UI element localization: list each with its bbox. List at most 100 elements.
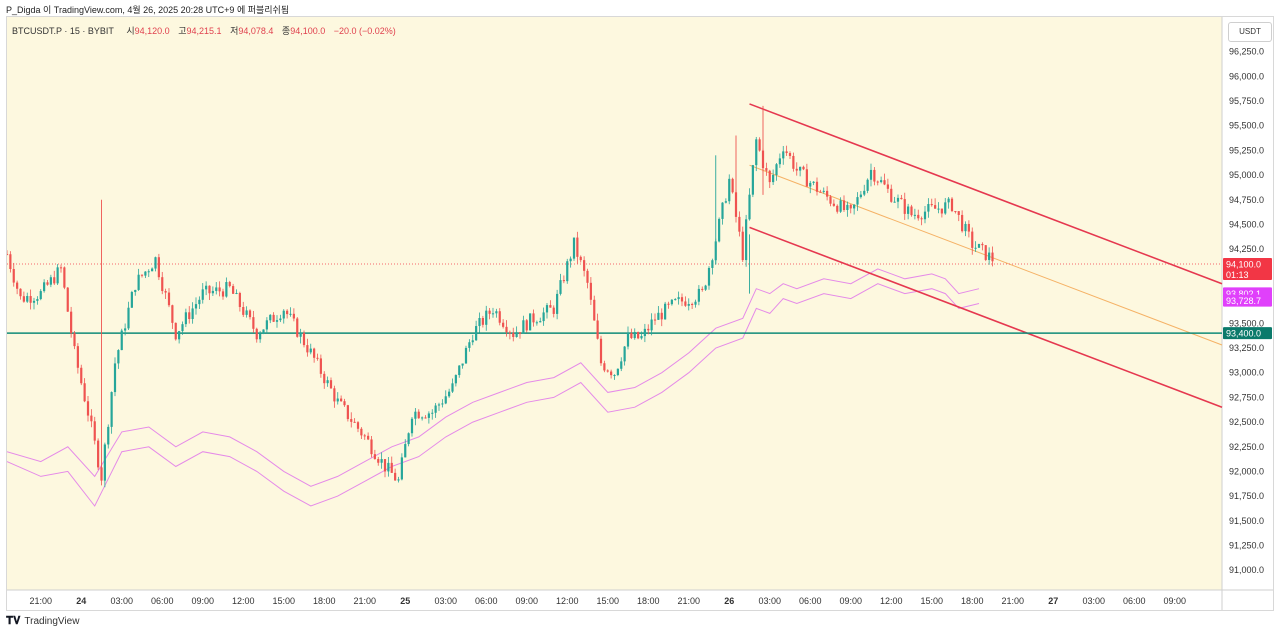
candle-up[interactable]: [120, 330, 123, 351]
candle-up[interactable]: [893, 201, 896, 203]
candle-up[interactable]: [626, 333, 630, 347]
candle-up[interactable]: [863, 190, 866, 195]
candle-down[interactable]: [248, 310, 252, 318]
candle-up[interactable]: [724, 201, 727, 203]
candle-down[interactable]: [46, 282, 49, 285]
candle-up[interactable]: [643, 328, 646, 337]
candle-up[interactable]: [674, 299, 677, 301]
candle-down[interactable]: [367, 435, 370, 440]
candle-down[interactable]: [73, 333, 76, 347]
candle-down[interactable]: [232, 286, 235, 294]
candle-up[interactable]: [559, 280, 562, 294]
candle-up[interactable]: [56, 267, 59, 284]
candle-up[interactable]: [421, 417, 424, 419]
candle-up[interactable]: [461, 363, 464, 366]
candle-down[interactable]: [802, 166, 805, 170]
candle-down[interactable]: [815, 181, 819, 192]
candle-up[interactable]: [110, 392, 113, 427]
candle-down[interactable]: [562, 280, 565, 282]
candle-down[interactable]: [488, 310, 491, 314]
candle-down[interactable]: [957, 211, 960, 215]
candle-down[interactable]: [7, 254, 9, 256]
candle-up[interactable]: [633, 332, 636, 339]
candle-up[interactable]: [144, 271, 147, 276]
candle-down[interactable]: [792, 155, 795, 169]
candle-up[interactable]: [822, 190, 825, 192]
candle-down[interactable]: [340, 398, 343, 402]
candle-up[interactable]: [437, 404, 441, 406]
candle-down[interactable]: [910, 206, 913, 216]
candle-up[interactable]: [778, 158, 781, 165]
candle-up[interactable]: [616, 368, 619, 376]
channel-upper-line[interactable]: [749, 103, 1223, 285]
candle-up[interactable]: [124, 328, 127, 331]
candle-up[interactable]: [677, 297, 680, 300]
candle-down[interactable]: [59, 267, 63, 269]
candle-down[interactable]: [302, 332, 306, 346]
candle-down[interactable]: [873, 169, 876, 182]
candle-up[interactable]: [923, 211, 927, 220]
candle-down[interactable]: [758, 139, 761, 151]
candle-down[interactable]: [66, 287, 69, 312]
candle-up[interactable]: [211, 290, 214, 294]
candle-down[interactable]: [167, 292, 171, 306]
candle-down[interactable]: [984, 245, 987, 260]
candle-up[interactable]: [117, 350, 120, 364]
candle-down[interactable]: [313, 348, 316, 358]
candle-down[interactable]: [157, 257, 160, 278]
candle-up[interactable]: [556, 293, 559, 314]
candle-up[interactable]: [387, 462, 390, 472]
candle-down[interactable]: [319, 358, 322, 374]
candle-up[interactable]: [539, 321, 542, 323]
candle-up[interactable]: [542, 312, 545, 322]
candle-up[interactable]: [650, 319, 653, 331]
candle-down[interactable]: [930, 204, 933, 206]
candle-up[interactable]: [809, 182, 812, 187]
candle-up[interactable]: [326, 380, 329, 384]
candle-up[interactable]: [184, 312, 187, 325]
candle-down[interactable]: [19, 288, 22, 297]
candle-down[interactable]: [424, 417, 427, 419]
candle-up[interactable]: [846, 204, 849, 211]
candle-up[interactable]: [201, 289, 204, 300]
candle-down[interactable]: [549, 305, 552, 308]
candle-up[interactable]: [181, 324, 184, 332]
candle-up[interactable]: [178, 331, 181, 340]
candle-up[interactable]: [664, 303, 667, 320]
candle-down[interactable]: [306, 345, 309, 353]
candle-down[interactable]: [90, 415, 93, 422]
candle-down[interactable]: [296, 318, 299, 337]
candle-up[interactable]: [745, 219, 748, 261]
candle-down[interactable]: [221, 291, 225, 297]
candle-up[interactable]: [39, 291, 42, 300]
candle-down[interactable]: [16, 282, 19, 289]
candle-up[interactable]: [471, 340, 474, 343]
candle-down[interactable]: [370, 439, 373, 455]
candle-down[interactable]: [832, 203, 835, 206]
candle-up[interactable]: [721, 202, 724, 219]
candle-up[interactable]: [566, 261, 569, 282]
candle-down[interactable]: [360, 428, 363, 436]
candle-up[interactable]: [215, 287, 218, 291]
candle-down[interactable]: [903, 199, 906, 214]
candle-up[interactable]: [475, 326, 478, 341]
candle-down[interactable]: [593, 299, 596, 321]
candle-down[interactable]: [377, 459, 380, 463]
candle-down[interactable]: [390, 462, 393, 473]
candle-down[interactable]: [329, 380, 333, 389]
candle-up[interactable]: [782, 151, 785, 159]
candle-up[interactable]: [748, 194, 751, 220]
candle-up[interactable]: [728, 178, 731, 202]
candle-down[interactable]: [606, 370, 609, 372]
candle-down[interactable]: [316, 357, 319, 359]
candle-down[interactable]: [981, 243, 984, 246]
candle-down[interactable]: [140, 274, 144, 276]
price-chart[interactable]: 91,000.0 91,250.0 91,500.0 91,750.0 92,000.0…: [7, 17, 1273, 610]
candle-up[interactable]: [866, 179, 869, 191]
candle-down[interactable]: [954, 211, 957, 213]
candle-down[interactable]: [900, 197, 903, 200]
candle-up[interactable]: [154, 257, 157, 269]
candle-down[interactable]: [785, 151, 788, 154]
candle-down[interactable]: [29, 296, 32, 303]
chart-frame[interactable]: 91,000.0 91,250.0 91,500.0 91,750.0 92,000.0…: [6, 16, 1274, 611]
